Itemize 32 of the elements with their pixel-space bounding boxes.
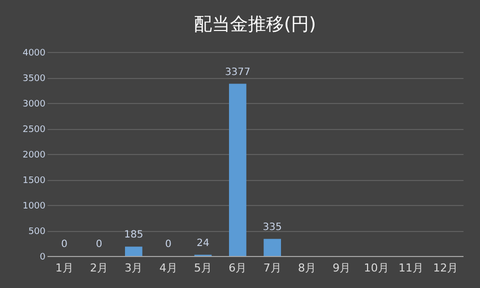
data-label: 0 xyxy=(61,239,68,250)
x-tick-label: 11月 xyxy=(398,262,424,274)
y-tick-label: 3500 xyxy=(22,74,46,84)
y-tick-label: 1500 xyxy=(22,176,46,186)
data-label: 24 xyxy=(196,238,210,249)
data-label: 0 xyxy=(96,239,102,250)
chart-title: 配当金推移(円) xyxy=(194,14,316,35)
x-tick-label: 10月 xyxy=(364,262,389,274)
y-tick-label: 0 xyxy=(40,252,46,262)
y-tick-label: 4000 xyxy=(22,48,46,58)
x-tick-label: 12月 xyxy=(433,262,458,274)
x-tick-label: 6月 xyxy=(228,262,247,274)
x-tick-label: 2月 xyxy=(90,262,108,274)
bar xyxy=(264,238,281,256)
data-label: 3377 xyxy=(224,66,250,78)
data-label: 0 xyxy=(165,239,172,250)
x-tick-label: 7月 xyxy=(263,262,282,274)
x-tick-label: 3月 xyxy=(124,262,143,274)
x-tick-label: 9月 xyxy=(332,262,351,274)
y-tick-label: 3000 xyxy=(22,100,46,110)
data-label: 185 xyxy=(124,230,144,241)
data-label: 335 xyxy=(262,222,282,233)
x-tick-label: 5月 xyxy=(194,262,212,274)
y-tick-label: 500 xyxy=(28,227,46,237)
x-tick-label: 8月 xyxy=(298,262,316,274)
bar xyxy=(125,246,142,256)
bar xyxy=(229,84,246,256)
y-tick-label: 2000 xyxy=(22,150,46,160)
y-tick-label: 1000 xyxy=(22,202,46,212)
x-tick-label: 1月 xyxy=(55,262,74,274)
y-tick-label: 2500 xyxy=(22,125,46,135)
x-tick-label: 4月 xyxy=(159,262,178,274)
